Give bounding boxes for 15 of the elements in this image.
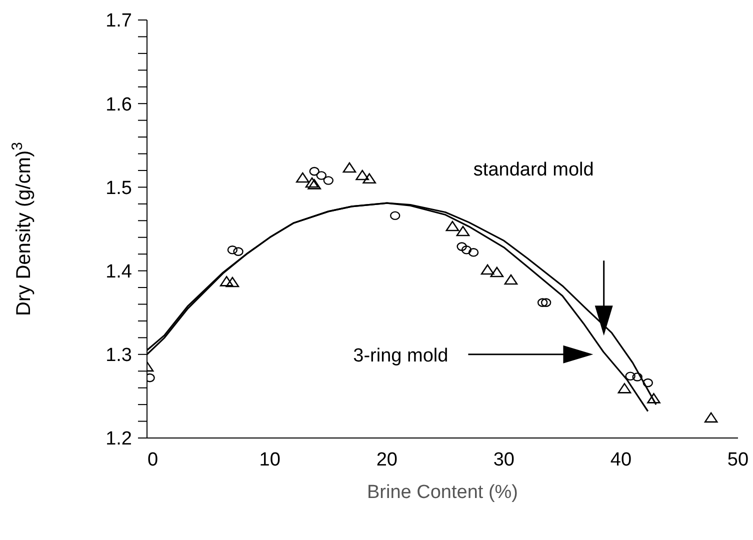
y-tick-label: 1.4 (106, 261, 132, 282)
x-tick-label: 30 (493, 449, 515, 470)
y-tick-label: 1.5 (106, 178, 132, 199)
x-tick-label: 10 (259, 449, 280, 470)
x-tick-label: 40 (610, 449, 632, 470)
y-tick-label: 1.6 (106, 94, 132, 116)
y-tick-label: 1.7 (106, 10, 132, 32)
x-tick-label: 20 (376, 449, 398, 470)
y-tick-label: 1.2 (106, 428, 132, 450)
y-tick-label: 1.3 (106, 345, 132, 366)
x-tick-label: 50 (727, 449, 749, 470)
x-tick-label: 0 (148, 449, 158, 470)
annotation: standard mold (473, 160, 594, 181)
annotation: 3-ring mold (353, 345, 448, 366)
x-axis-title: Brine Content (%) (366, 482, 518, 503)
